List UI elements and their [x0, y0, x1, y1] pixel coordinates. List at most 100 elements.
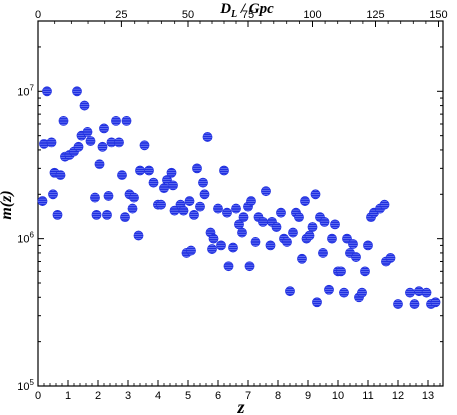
y-tick-label: 106 — [17, 231, 34, 246]
x-tick-label: 4 — [155, 390, 161, 402]
data-point — [379, 199, 390, 210]
x-tick-label: 5 — [185, 390, 191, 402]
x-tick-label: 3 — [125, 390, 131, 402]
x-axis-title: z — [236, 397, 244, 415]
top-tick-label: 100 — [303, 9, 321, 21]
data-point — [430, 297, 441, 308]
data-point — [73, 141, 84, 152]
data-point — [357, 287, 367, 298]
y-axis-title: m(z) — [0, 190, 15, 219]
data-point — [250, 237, 261, 247]
top-tick-label: 50 — [182, 9, 194, 21]
data-point — [94, 159, 105, 170]
x-tick-label: 6 — [215, 390, 221, 402]
data-point — [405, 287, 415, 298]
x-tick-label: 10 — [332, 390, 344, 402]
data-point — [258, 216, 268, 227]
data-point — [127, 203, 138, 214]
data-point — [166, 167, 177, 178]
axis-ticks — [37, 20, 443, 387]
data-point — [133, 230, 144, 241]
x-tick-label: 2 — [95, 390, 101, 402]
x-tick-label: 13 — [422, 390, 434, 402]
data-point — [192, 163, 202, 174]
top-tick-label: 150 — [429, 9, 447, 21]
data-point — [319, 216, 330, 227]
data-point — [79, 100, 90, 111]
data-point — [189, 209, 199, 220]
data-point — [223, 261, 234, 272]
data-points — [37, 86, 441, 309]
top-axis-title: DL / Gpc — [219, 1, 274, 20]
data-point — [213, 203, 223, 214]
data-point — [294, 212, 304, 223]
data-point — [198, 177, 208, 188]
data-point — [219, 165, 229, 176]
data-point — [351, 252, 361, 262]
data-point — [102, 209, 112, 220]
data-point — [385, 253, 396, 263]
data-point — [307, 222, 318, 232]
data-point — [312, 297, 322, 308]
x-tick-label: 7 — [245, 390, 251, 402]
data-point — [208, 233, 219, 244]
data-point — [139, 140, 150, 151]
data-point — [195, 201, 205, 212]
data-point — [207, 244, 217, 254]
data-point — [156, 199, 166, 210]
plot-frame — [37, 20, 444, 387]
data-point — [324, 284, 334, 295]
top-tick-label: 0 — [35, 9, 41, 21]
data-point — [82, 127, 93, 137]
data-point — [46, 137, 57, 148]
data-point — [231, 203, 241, 214]
x-tick-label: 8 — [275, 390, 281, 402]
data-point — [318, 248, 328, 258]
top-tick-label: 125 — [366, 9, 384, 21]
x-tick-label: 0 — [35, 390, 41, 402]
data-point — [97, 141, 108, 152]
data-point — [144, 165, 154, 176]
data-point — [42, 86, 52, 97]
data-point — [244, 261, 255, 272]
data-point — [282, 237, 292, 247]
data-point — [85, 136, 96, 146]
data-point — [120, 212, 130, 223]
data-point — [216, 240, 226, 251]
top-tick-label: 25 — [115, 9, 127, 21]
data-point — [135, 165, 145, 176]
data-point — [300, 196, 310, 206]
data-point — [336, 266, 346, 277]
tick-labels: 0 1 2 3 4 5 6 7 8 9 10 11 12 130 25 50 75 100 125 150105106… — [17, 9, 447, 402]
data-point — [148, 177, 159, 188]
data-point — [276, 207, 286, 218]
data-point — [348, 239, 358, 249]
data-point — [285, 286, 295, 297]
data-point — [297, 253, 307, 264]
data-point — [363, 240, 373, 251]
data-point — [228, 242, 238, 253]
data-point — [265, 240, 276, 251]
data-point — [409, 299, 420, 309]
x-tick-label: 9 — [305, 390, 311, 402]
data-point — [129, 192, 139, 203]
data-point — [178, 205, 189, 216]
data-point — [238, 212, 249, 223]
data-point — [55, 170, 66, 180]
data-point — [393, 299, 403, 309]
y-tick-label: 105 — [17, 378, 34, 393]
x-tick-label: 11 — [362, 390, 373, 402]
data-point — [90, 192, 100, 203]
data-point — [360, 266, 370, 277]
data-point — [237, 227, 247, 238]
data-point — [103, 191, 114, 201]
data-point — [421, 287, 432, 298]
y-tick-label: 107 — [17, 83, 34, 98]
data-point — [261, 186, 271, 197]
data-point — [121, 115, 132, 126]
data-point — [91, 209, 102, 220]
data-point — [111, 115, 121, 126]
data-point — [168, 180, 178, 191]
data-point — [222, 207, 232, 218]
